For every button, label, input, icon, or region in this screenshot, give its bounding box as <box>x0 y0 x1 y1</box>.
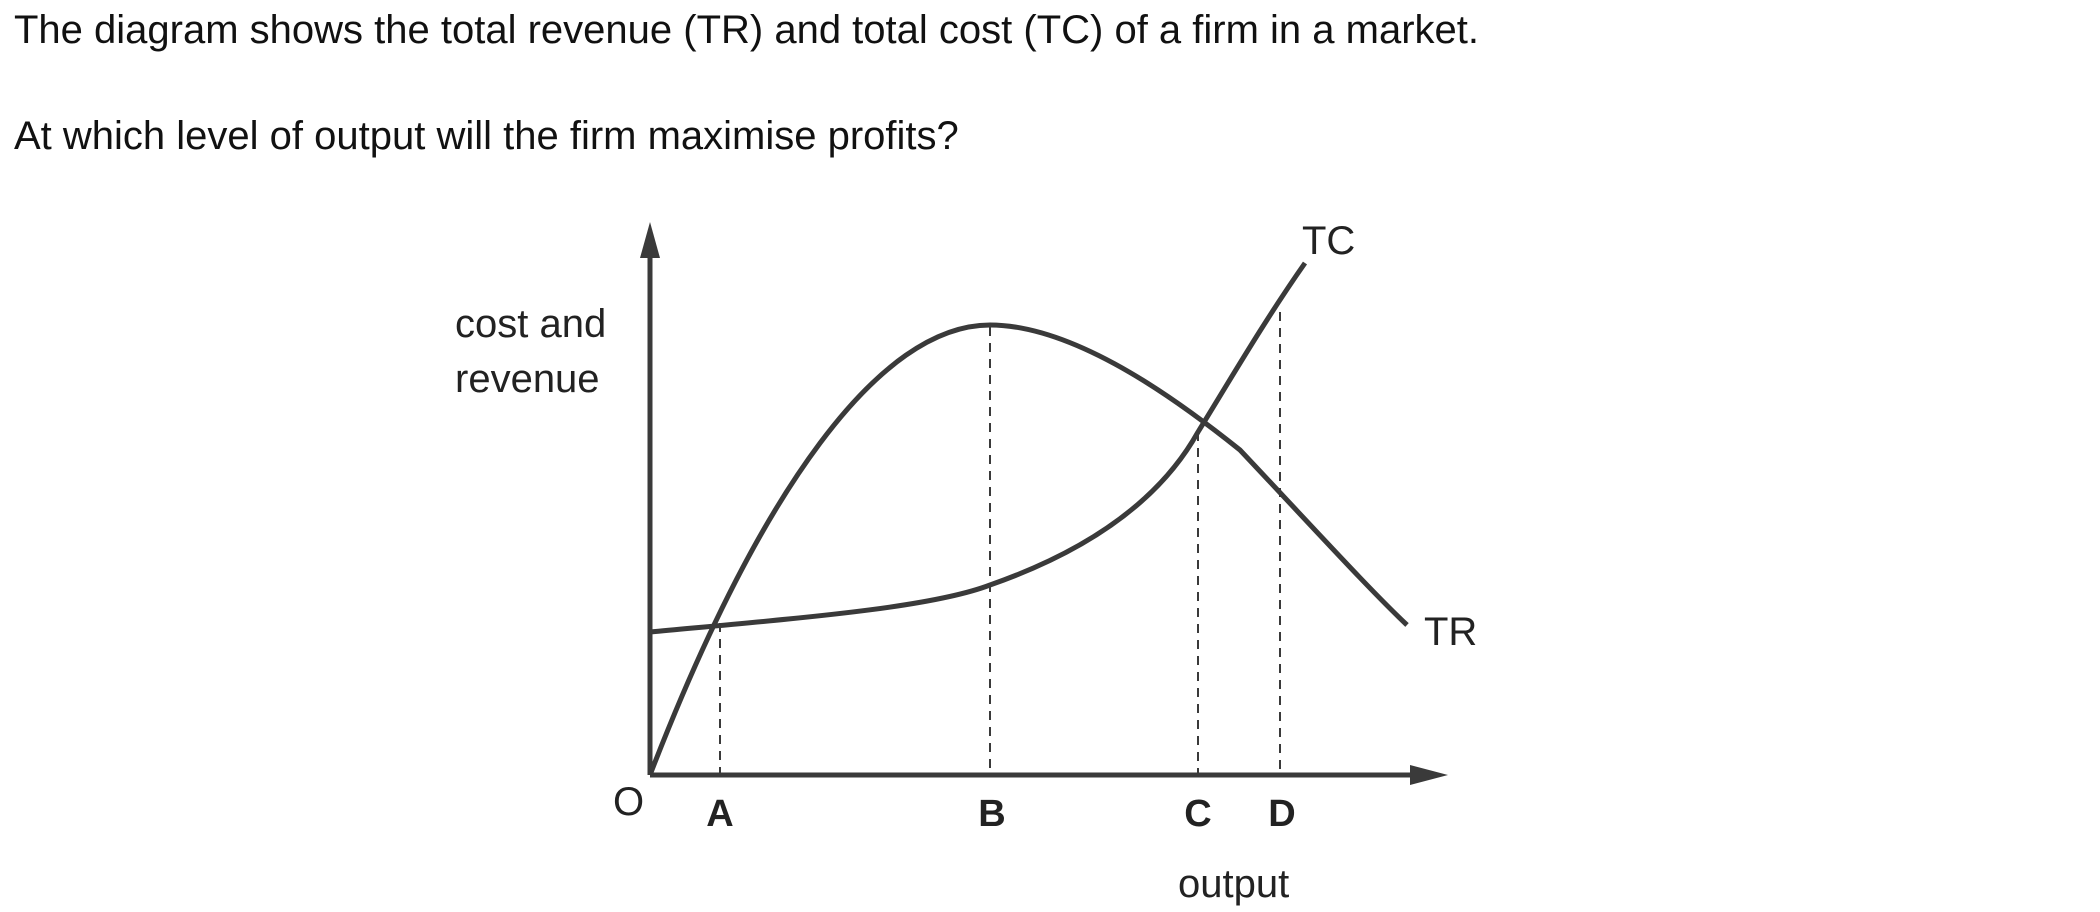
question-prompt: At which level of output will the firm m… <box>14 114 959 158</box>
y-axis-label-line2: revenue <box>455 357 600 401</box>
y-axis-label-line1: cost and <box>455 302 606 346</box>
output-point-b: B <box>978 793 1005 835</box>
origin-label: O <box>613 780 644 824</box>
output-point-c: C <box>1184 793 1211 835</box>
y-axis-arrowhead <box>640 222 660 258</box>
tc-curve-label: TC <box>1302 219 1355 263</box>
tr-curve <box>647 322 1409 776</box>
question-intro: The diagram shows the total revenue (TR)… <box>14 8 1479 52</box>
x-axis-label: output <box>1178 862 1289 906</box>
output-point-a: A <box>706 793 733 835</box>
output-point-d: D <box>1268 793 1295 835</box>
tc-curve <box>649 261 1308 635</box>
tr-curve-label: TR <box>1424 610 1477 654</box>
x-axis-arrowhead <box>1410 765 1448 785</box>
